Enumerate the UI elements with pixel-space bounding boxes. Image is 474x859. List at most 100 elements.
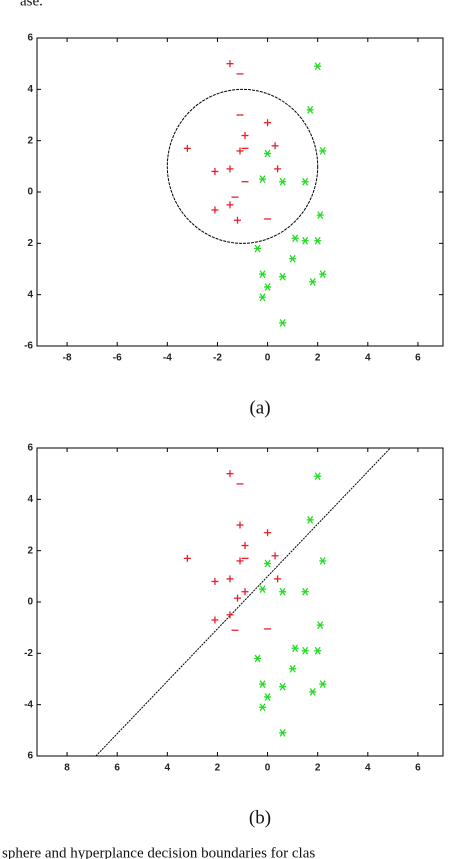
point	[279, 177, 287, 186]
caption-fragment: sphere and hyperplance decision boundari…	[2, 845, 315, 859]
marker-stroke	[264, 559, 271, 568]
x-tick-label: 4	[165, 763, 171, 774]
marker-stroke	[279, 319, 286, 327]
point	[274, 165, 282, 173]
point	[301, 236, 309, 245]
marker-stroke	[259, 175, 266, 184]
point	[301, 646, 309, 655]
decision-sphere	[166, 88, 319, 244]
point	[259, 680, 267, 689]
point	[259, 703, 267, 712]
marker-stroke	[314, 236, 321, 245]
point	[211, 167, 219, 175]
point	[291, 234, 299, 243]
point	[316, 621, 324, 629]
point	[279, 319, 287, 327]
point	[226, 165, 234, 173]
marker-stroke	[279, 682, 286, 691]
marker-stroke	[289, 254, 296, 263]
point	[226, 575, 234, 583]
marker-stroke	[279, 729, 286, 737]
point	[274, 575, 282, 583]
marker-stroke	[309, 687, 316, 696]
y-tick-label: 4	[27, 289, 33, 300]
point	[264, 119, 272, 127]
y-tick-label: -4	[24, 699, 33, 710]
point	[279, 272, 287, 281]
x-tick-label: 4	[365, 763, 371, 774]
point	[289, 254, 297, 263]
x-tick-label: 2	[315, 763, 321, 774]
point	[233, 216, 241, 224]
marker-stroke	[317, 621, 324, 629]
point	[241, 542, 249, 550]
marker-stroke	[309, 277, 316, 286]
point	[226, 611, 234, 619]
point	[233, 594, 241, 602]
x-tick-label: 2	[215, 763, 221, 774]
point	[236, 147, 244, 155]
point	[236, 557, 244, 565]
marker-stroke	[259, 680, 266, 689]
point	[316, 211, 324, 219]
point	[309, 687, 317, 696]
x-tick-label: -8	[63, 353, 72, 364]
point	[264, 283, 272, 291]
point	[301, 177, 309, 186]
point	[271, 142, 279, 150]
point	[259, 175, 267, 184]
point	[226, 201, 234, 209]
x-tick-label: -2	[213, 353, 222, 364]
header-fragment: ase.	[20, 0, 43, 9]
panel-label: (a)	[249, 397, 270, 418]
point	[306, 105, 314, 114]
marker-stroke	[259, 270, 266, 279]
marker-stroke	[254, 244, 261, 253]
marker-stroke	[302, 236, 309, 245]
plot-frame	[36, 37, 444, 347]
marker-stroke	[317, 211, 324, 219]
y-tick-label: -2	[24, 648, 33, 659]
y-tick-label: 0	[27, 187, 33, 198]
plot-frame	[36, 447, 444, 757]
marker-stroke	[302, 177, 309, 186]
point	[264, 693, 272, 701]
point	[279, 682, 287, 691]
point	[226, 470, 234, 478]
y-tick-label: 2	[27, 238, 33, 249]
point	[259, 293, 267, 302]
point	[306, 515, 314, 524]
point	[279, 587, 287, 596]
marker-stroke	[264, 283, 271, 291]
marker-stroke	[302, 587, 309, 596]
y-tick-label: 4	[27, 84, 33, 95]
point	[314, 236, 322, 245]
point	[241, 588, 249, 596]
x-tick-label: 8	[64, 763, 70, 774]
point	[236, 521, 244, 529]
point	[319, 557, 327, 565]
x-tick-label: 0	[265, 763, 271, 774]
point	[319, 680, 327, 689]
point	[291, 644, 299, 653]
panel-label: (b)	[249, 807, 271, 828]
marker-stroke	[279, 587, 286, 596]
marker-stroke	[259, 585, 266, 594]
x-tick-label: 6	[114, 763, 120, 774]
marker-stroke	[302, 646, 309, 655]
y-tick-label: 6	[27, 33, 33, 44]
y-tick-label: 6	[27, 443, 33, 454]
point	[226, 60, 234, 68]
marker-stroke	[319, 557, 326, 565]
point	[254, 654, 262, 663]
x-tick-label: 2	[315, 353, 321, 364]
y-tick-label: 4	[27, 494, 33, 505]
point	[314, 62, 322, 71]
x-tick-label: 6	[415, 763, 421, 774]
marker-stroke	[319, 270, 326, 279]
point	[301, 587, 309, 596]
marker-stroke	[254, 654, 261, 663]
y-tick-label: 2	[27, 545, 33, 556]
y-tick-label: 2	[27, 135, 33, 146]
